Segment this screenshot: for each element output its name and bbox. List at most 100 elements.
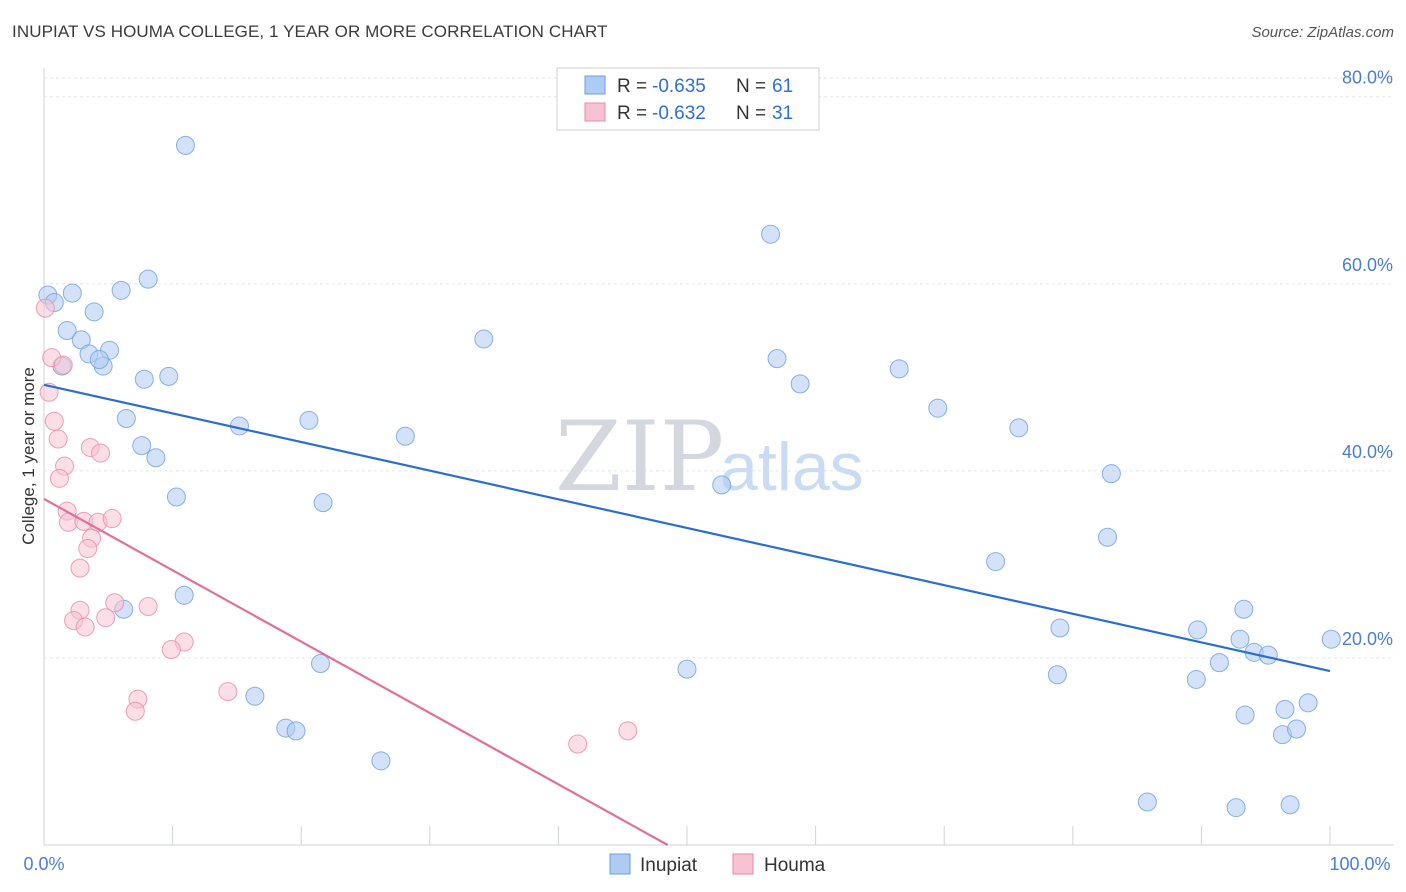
point-inupiat-53: [1275, 699, 1295, 719]
y-tick-label-60: 60.0%: [1342, 255, 1393, 275]
point-inupiat-19: [395, 426, 415, 446]
point-inupiat-12: [89, 350, 109, 370]
watermark-atlas: atlas: [720, 429, 864, 505]
point-houma-0: [35, 298, 55, 318]
point-inupiat-60: [1280, 795, 1300, 815]
point-inupiat-40: [286, 721, 306, 741]
point-houma-18: [105, 593, 125, 613]
point-houma-16: [78, 538, 98, 558]
legend-swatch-houma: [584, 102, 606, 122]
legend-n-label-inupiat: N =: [736, 76, 766, 97]
source-label: Source: ZipAtlas.com: [1251, 24, 1394, 41]
point-inupiat-57: [1321, 629, 1341, 649]
point-inupiat-15: [159, 366, 179, 386]
point-houma-7: [49, 468, 69, 488]
x-axis-ticks: [172, 826, 1331, 845]
point-houma-5: [48, 429, 68, 449]
point-houma-26: [218, 682, 238, 702]
point-inupiat-5: [175, 135, 195, 155]
point-inupiat-32: [1101, 464, 1121, 484]
point-inupiat-26: [767, 349, 787, 369]
point-inupiat-49: [1235, 705, 1255, 725]
point-inupiat-37: [310, 654, 330, 674]
y-axis-label: College, 1 year or more: [19, 367, 38, 545]
legend-r-value-houma: -0.632: [652, 103, 706, 124]
y-tick-labels: 20.0% 40.0% 60.0% 80.0%: [1342, 68, 1393, 649]
legend-r-label-houma: R =: [617, 103, 647, 124]
point-houma-2: [53, 355, 73, 375]
point-inupiat-14: [134, 369, 154, 389]
point-inupiat-59: [1226, 798, 1246, 818]
point-inupiat-35: [174, 585, 194, 605]
point-houma-30: [618, 721, 638, 741]
legend-n-value-inupiat: 61: [772, 76, 793, 97]
y-tick-label-80: 80.0%: [1342, 68, 1393, 88]
trend-line-inupiat: [43, 383, 1331, 673]
point-houma-22: [96, 608, 116, 628]
point-inupiat-42: [677, 659, 697, 679]
point-inupiat-58: [1137, 792, 1157, 812]
x-tick-label-min: 0.0%: [23, 854, 64, 874]
point-inupiat-20: [132, 436, 152, 456]
data-points: [35, 135, 1341, 818]
point-inupiat-55: [1287, 719, 1307, 739]
trend-lines: [43, 383, 1331, 846]
point-inupiat-4: [138, 269, 158, 289]
bottom-legend-swatch-inupiat: [609, 853, 631, 875]
point-houma-29: [568, 734, 588, 754]
gridlines: [44, 77, 1394, 659]
bottom-legend-swatch-houma: [732, 853, 754, 875]
point-inupiat-47: [1209, 653, 1229, 673]
point-inupiat-38: [245, 686, 265, 706]
point-inupiat-46: [1186, 669, 1206, 689]
legend-swatch-inupiat: [584, 75, 606, 95]
point-inupiat-28: [889, 359, 909, 379]
point-inupiat-23: [313, 493, 333, 513]
legend-r-label-inupiat: R =: [617, 76, 647, 97]
point-inupiat-29: [928, 398, 948, 418]
point-inupiat-44: [1047, 665, 1067, 685]
y-tick-label-40: 40.0%: [1342, 442, 1393, 462]
y-tick-label-20: 20.0%: [1342, 629, 1393, 649]
point-inupiat-43: [1050, 618, 1070, 638]
point-inupiat-27: [790, 374, 810, 394]
point-inupiat-33: [986, 552, 1006, 572]
bottom-legend-label-houma: Houma: [764, 855, 826, 876]
point-inupiat-30: [1009, 418, 1029, 438]
point-inupiat-7: [57, 321, 77, 341]
series-legend: Inupiat Houma: [609, 853, 826, 876]
point-inupiat-56: [1298, 693, 1318, 713]
watermark-zip: ZIP: [555, 401, 724, 513]
point-inupiat-16: [116, 408, 136, 428]
point-inupiat-3: [111, 280, 131, 300]
point-inupiat-24: [474, 329, 494, 349]
point-houma-9: [91, 443, 111, 463]
point-houma-25: [161, 640, 181, 660]
point-houma-19: [138, 596, 158, 616]
point-houma-14: [102, 509, 122, 529]
point-inupiat-48: [1230, 629, 1250, 649]
point-inupiat-2: [62, 283, 82, 303]
point-inupiat-21: [146, 448, 166, 468]
point-inupiat-50: [1234, 599, 1254, 619]
legend-n-label-houma: N =: [736, 103, 766, 124]
point-houma-28: [125, 701, 145, 721]
point-inupiat-25: [761, 224, 781, 244]
point-inupiat-31: [712, 475, 732, 495]
point-houma-4: [44, 411, 64, 431]
bottom-legend-label-inupiat: Inupiat: [640, 855, 698, 876]
legend-r-value-inupiat: -0.635: [652, 76, 706, 97]
point-inupiat-18: [299, 410, 319, 430]
point-inupiat-41: [371, 751, 391, 771]
trend-line-houma: [43, 497, 669, 846]
correlation-legend: R = -0.635 N = 61 R = -0.632 N = 31: [556, 67, 820, 131]
point-inupiat-45: [1188, 620, 1208, 640]
point-inupiat-6: [84, 302, 104, 322]
chart-title: INUPIAT VS HOUMA COLLEGE, 1 YEAR OR MORE…: [12, 22, 608, 41]
legend-n-value-houma: 31: [772, 103, 793, 124]
point-inupiat-22: [166, 487, 186, 507]
point-houma-23: [75, 617, 95, 637]
point-houma-17: [70, 558, 90, 578]
x-tick-label-max: 100.0%: [1329, 854, 1390, 874]
